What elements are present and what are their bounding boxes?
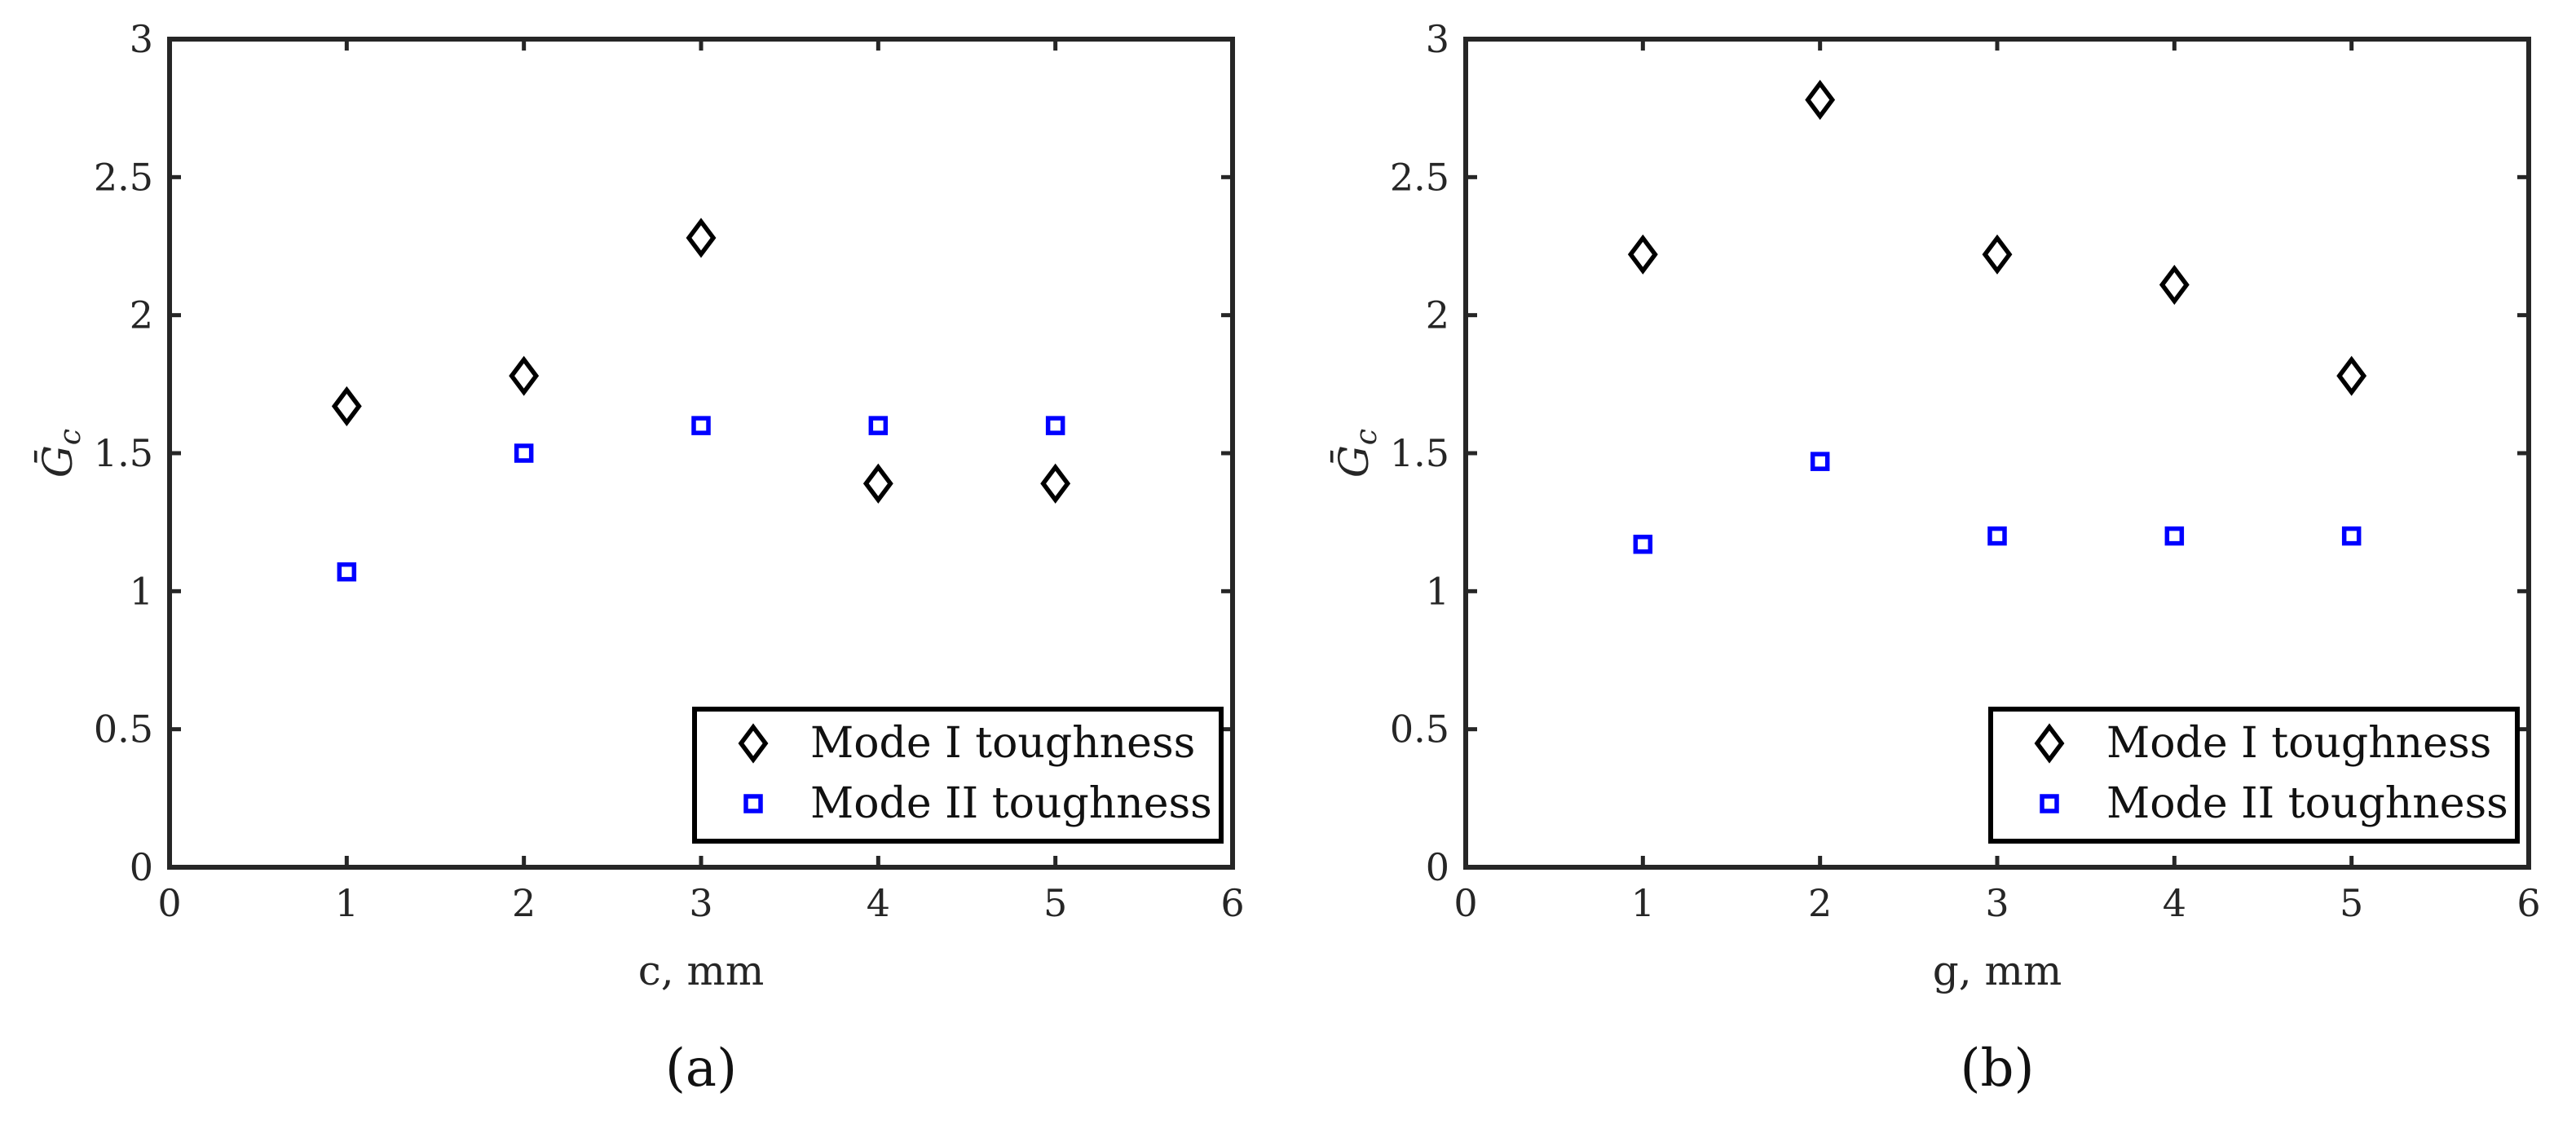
- legend-label-mode-i: Mode I toughness: [2106, 719, 2491, 768]
- data-point-mode-ii: [514, 443, 534, 463]
- y-axis-label: Ḡc: [33, 429, 87, 478]
- series-mode-i: [331, 218, 1071, 504]
- legend-marker-mode-i: [738, 723, 769, 764]
- y-tick-label: 3: [1426, 17, 1449, 61]
- y-tick-label: 0.5: [1390, 707, 1449, 752]
- x-tick-label: 1: [1631, 881, 1655, 925]
- x-tick-label: 6: [2516, 881, 2540, 925]
- x-tick-label: 0: [157, 881, 181, 925]
- x-tick-label: 0: [1453, 881, 1477, 925]
- x-axis-label: c, mm: [638, 947, 765, 994]
- y-tick-label: 2: [1426, 293, 1449, 337]
- series-mode-i: [1627, 79, 2367, 396]
- data-point-mode-i: [2336, 355, 2367, 396]
- data-point-mode-i: [1627, 234, 1658, 275]
- y-tick-label: 1.5: [94, 431, 153, 475]
- data-point-mode-i: [1982, 234, 2013, 275]
- y-tick-label: 1.5: [1390, 431, 1449, 475]
- y-tick-label: 3: [130, 17, 153, 61]
- x-tick-label: 3: [1985, 881, 2009, 925]
- panel-caption: (b): [1961, 1038, 2035, 1099]
- x-tick-label: 6: [1220, 881, 1244, 925]
- y-tick-label: 2.5: [1390, 155, 1449, 199]
- data-point-mode-i: [509, 355, 540, 396]
- data-point-mode-ii: [1987, 526, 2007, 546]
- data-point-mode-i: [331, 386, 362, 427]
- y-tick-label: 1: [130, 569, 153, 613]
- legend: Mode I toughness Mode II toughness: [692, 707, 1224, 844]
- panel-caption: (a): [665, 1038, 737, 1099]
- panel-b: 0 1 2 3 4 5 6 0 0.5 1 1.5 2 2.5 3 g, mm Ḡc Mode I tough…: [1330, 17, 2541, 1099]
- data-point-mode-i: [1805, 79, 1836, 121]
- x-tick-label: 5: [1043, 881, 1067, 925]
- y-tick-label: 1: [1426, 569, 1449, 613]
- data-point-mode-ii: [1810, 452, 1830, 471]
- data-point-mode-i: [1040, 463, 1071, 504]
- x-tick-label: 5: [2340, 881, 2363, 925]
- legend-marker-mode-ii: [743, 794, 763, 813]
- data-point-mode-ii: [868, 416, 889, 435]
- legend-marker-mode-ii: [2040, 794, 2059, 813]
- data-point-mode-ii: [1045, 416, 1065, 435]
- x-tick-label: 1: [335, 881, 359, 925]
- y-tick-label: 2.5: [94, 155, 153, 199]
- data-point-mode-ii: [691, 416, 711, 435]
- series-mode-ii: [1633, 452, 2362, 554]
- legend: Mode I toughness Mode II toughness: [1988, 707, 2520, 844]
- data-point-mode-i: [2159, 264, 2190, 305]
- legend-label-mode-ii: Mode II toughness: [810, 779, 1212, 828]
- data-point-mode-ii: [337, 562, 357, 582]
- x-tick-label: 4: [2163, 881, 2186, 925]
- y-tick-label: 0: [130, 845, 153, 889]
- x-axis-label: g, mm: [1933, 947, 2062, 994]
- x-tick-label: 4: [867, 881, 890, 925]
- panel-a: 0 1 2 3 4 5 6 0 0.5 1 1.5 2 2.5 3 c, mm Ḡc Mode I tough…: [33, 17, 1245, 1099]
- legend-label-mode-i: Mode I toughness: [810, 719, 1195, 768]
- legend-marker-mode-i: [2034, 723, 2065, 764]
- x-tick-label: 3: [689, 881, 712, 925]
- legend-label-mode-ii: Mode II toughness: [2106, 779, 2508, 828]
- x-tick-label: 2: [512, 881, 536, 925]
- data-point-mode-ii: [2341, 526, 2362, 546]
- data-point-mode-ii: [2164, 526, 2185, 546]
- series-mode-ii: [337, 416, 1065, 582]
- data-point-mode-i: [686, 218, 717, 258]
- y-tick-label: 2: [130, 293, 153, 337]
- legend-box: [1988, 707, 2520, 844]
- y-tick-label: 0.5: [94, 707, 153, 752]
- y-axis-label: Ḡc: [1330, 429, 1383, 478]
- legend-box: [692, 707, 1224, 844]
- x-tick-label: 2: [1808, 881, 1832, 925]
- data-point-mode-i: [862, 463, 893, 504]
- y-tick-label: 0: [1426, 845, 1449, 889]
- data-point-mode-ii: [1633, 535, 1653, 554]
